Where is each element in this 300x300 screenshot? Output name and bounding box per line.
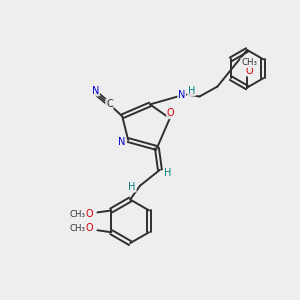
Text: H: H [164,168,172,178]
Text: O: O [86,209,93,219]
Text: CH₃: CH₃ [70,224,86,233]
Text: O: O [167,108,175,118]
Text: N: N [178,89,185,100]
Text: N: N [92,85,99,96]
Text: O: O [86,223,93,233]
Text: N: N [118,137,125,147]
Text: H: H [188,85,195,96]
Text: CH₃: CH₃ [241,58,257,67]
Text: H: H [128,182,136,192]
Text: O: O [245,66,253,76]
Text: C: C [106,99,113,110]
Text: CH₃: CH₃ [70,210,86,219]
